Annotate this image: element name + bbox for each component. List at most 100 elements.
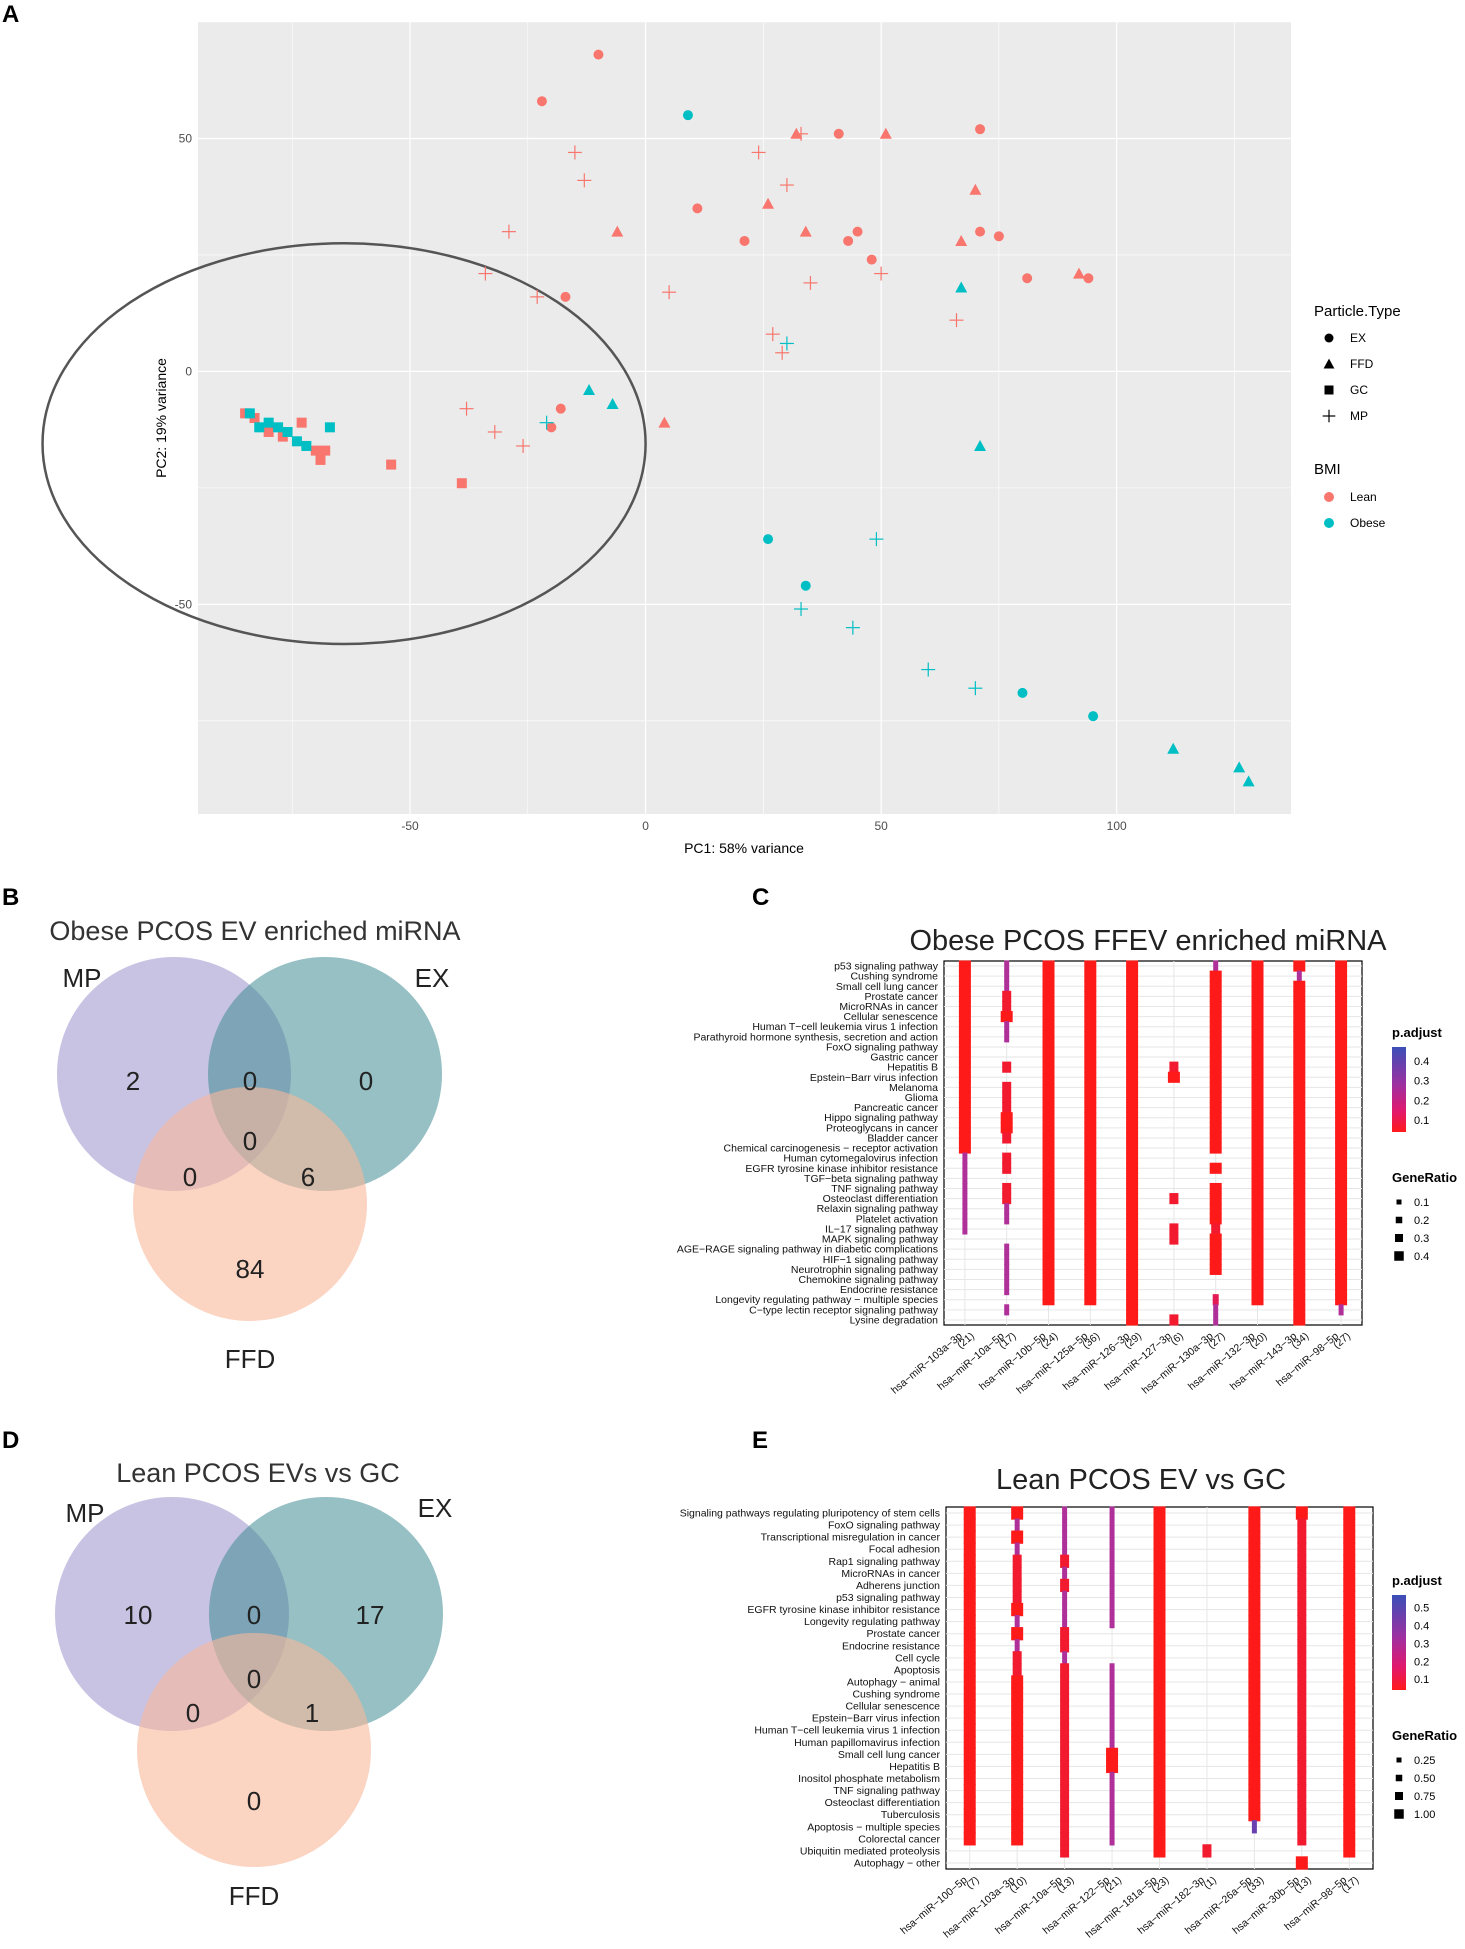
dot	[1209, 1122, 1222, 1134]
dot	[1011, 1795, 1024, 1810]
dot	[1153, 1506, 1166, 1520]
axis-ticks: -50 0 50 100 -50 0 50	[175, 131, 1127, 833]
dot	[1251, 1091, 1264, 1104]
pathway-label: Adherens junction	[856, 1580, 940, 1592]
data-point	[751, 145, 766, 160]
dot	[1004, 1304, 1010, 1316]
dot	[1297, 1530, 1307, 1544]
dot	[1248, 1675, 1261, 1689]
pathway-label: Prostate cancer	[866, 1628, 940, 1640]
pathway-label: Pancreatic cancer	[854, 1102, 939, 1114]
pathway-label: Transcriptional misregulation in cancer	[761, 1532, 941, 1544]
dot	[958, 1031, 971, 1043]
dot	[1126, 990, 1139, 1002]
data-point	[949, 313, 964, 328]
dot	[1042, 1091, 1055, 1104]
dot	[1012, 1566, 1022, 1581]
pathway-label: Chemical carcinogenesis − receptor activ…	[724, 1143, 939, 1155]
dot	[1251, 1203, 1264, 1215]
dot	[1153, 1844, 1166, 1858]
dot	[963, 1639, 976, 1653]
pathway-label: MicroRNAs in cancer	[841, 1568, 940, 1580]
legend-key-mp	[1322, 409, 1336, 423]
plot-frame	[943, 960, 1363, 1326]
dot	[1153, 1554, 1166, 1568]
data-point	[662, 285, 677, 300]
dot	[1251, 1000, 1264, 1013]
pathway-label: TGF−beta signaling pathway	[804, 1173, 939, 1185]
dot	[1293, 1182, 1306, 1195]
pathway-label: Colorectal cancer	[858, 1833, 940, 1845]
color-bar	[1392, 1595, 1406, 1690]
dot	[1060, 1627, 1070, 1641]
y-tick-label: -50	[175, 597, 193, 611]
size-key	[1395, 1774, 1403, 1782]
pathway-label: Small cell lung cancer	[838, 1749, 941, 1761]
dot	[1014, 1518, 1020, 1532]
dot	[1084, 1081, 1097, 1093]
venn-set-label-ex: EX	[418, 1493, 453, 1523]
data-point	[692, 203, 703, 214]
dot	[1042, 1021, 1055, 1033]
dot	[962, 1213, 968, 1225]
dot	[1293, 1213, 1306, 1225]
dot	[963, 1820, 976, 1834]
venn-set-label-ex: EX	[415, 963, 450, 993]
dot	[1002, 1152, 1012, 1164]
data-point	[1017, 687, 1028, 698]
venn-count: 0	[243, 1126, 257, 1156]
pathway-label: Autophagy − animal	[847, 1676, 940, 1688]
legend-label: FFD	[1350, 357, 1374, 371]
dot	[1084, 1041, 1097, 1053]
dot	[1060, 1723, 1070, 1737]
data-point	[291, 436, 302, 447]
dot	[958, 980, 971, 992]
dot	[1084, 1263, 1097, 1275]
dot	[958, 1112, 971, 1124]
legend-title-generatio: GeneRatio	[1392, 1170, 1457, 1185]
dot	[1109, 1771, 1115, 1786]
pathway-label: Cellular senescence	[845, 1701, 940, 1713]
data-point	[879, 127, 892, 139]
dot	[1209, 1253, 1222, 1265]
dot	[1004, 1203, 1010, 1215]
dot	[1209, 970, 1222, 982]
data-point	[974, 439, 987, 451]
dot	[1060, 1578, 1070, 1593]
dot	[1251, 1820, 1257, 1834]
dot	[1109, 1832, 1115, 1846]
dot	[962, 1182, 968, 1195]
dot	[1169, 1223, 1179, 1235]
dot	[1251, 1294, 1264, 1306]
dot	[1335, 1162, 1348, 1174]
dot	[958, 970, 971, 982]
dot	[1084, 1011, 1097, 1023]
dot	[963, 1675, 976, 1689]
dot	[1109, 1518, 1115, 1532]
dot	[1251, 1253, 1264, 1265]
pathway-label: Cushing syndrome	[850, 971, 938, 983]
size-key	[1396, 1757, 1402, 1763]
pathway-label: Epstein−Barr virus infection	[810, 1072, 938, 1084]
dot	[1126, 1000, 1139, 1013]
dot	[1248, 1614, 1261, 1629]
dot	[1000, 1122, 1013, 1134]
dot	[1293, 960, 1306, 972]
dot	[1084, 1122, 1097, 1134]
dot	[1248, 1590, 1261, 1605]
dot	[1335, 1031, 1348, 1043]
dot	[1002, 1193, 1012, 1205]
data-point	[501, 224, 516, 239]
dot	[1042, 1041, 1055, 1053]
dot	[1011, 1627, 1024, 1641]
data-point	[1072, 267, 1085, 279]
dot	[1153, 1639, 1166, 1653]
dot	[1209, 1182, 1222, 1195]
dot	[1248, 1723, 1261, 1737]
dot	[1014, 1542, 1020, 1556]
pathway-label: Human cytomegalovirus infection	[783, 1153, 938, 1165]
data-point	[968, 681, 983, 696]
pathway-label: Human papillomavirus infection	[794, 1737, 940, 1749]
dot	[1084, 1091, 1097, 1104]
dot	[1335, 1203, 1348, 1215]
